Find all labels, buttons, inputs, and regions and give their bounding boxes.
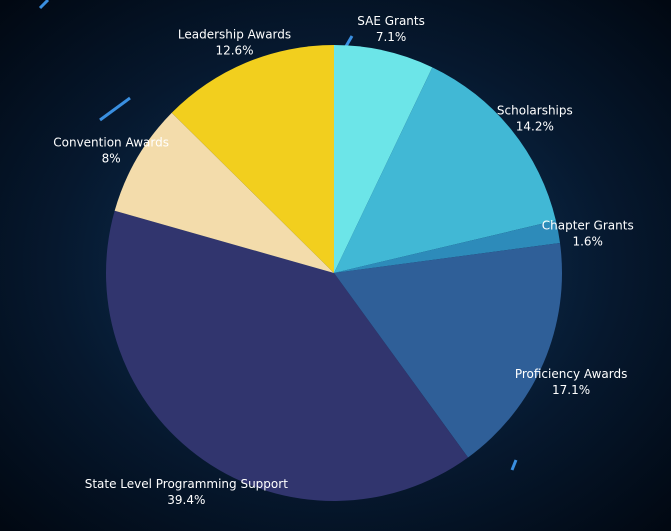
- slice-value-label: 39.4%: [167, 493, 205, 507]
- slice-label: Scholarships: [497, 104, 573, 118]
- pie-slice: [334, 243, 562, 458]
- decoration: [99, 96, 131, 122]
- slice-value-label: 7.1%: [376, 30, 407, 44]
- slice-label: Proficiency Awards: [515, 367, 628, 381]
- slice-label: State Level Programming Support: [85, 477, 288, 491]
- pie-slice: [114, 112, 335, 273]
- slice-value-label: 14.2%: [516, 120, 554, 134]
- pie-slice: [334, 45, 433, 273]
- pie: [105, 45, 562, 501]
- slice-value-label: 1.6%: [572, 235, 603, 249]
- pie-slice: [171, 45, 334, 273]
- slice-value-label: 12.6%: [215, 43, 253, 57]
- labels: SAE Grants 7.1% Scholarships 14.2% Chapter G…: [53, 14, 633, 507]
- decoration: [510, 459, 518, 471]
- decoration: [38, 0, 50, 10]
- slice-label: Convention Awards: [53, 136, 169, 150]
- slice-value-label: 17.1%: [552, 383, 590, 397]
- slice-value-label: 8%: [102, 152, 121, 166]
- slice-label: Leadership Awards: [178, 27, 291, 41]
- slice-label: Chapter Grants: [542, 219, 634, 233]
- pie-slice: [334, 220, 561, 273]
- slice-label: SAE Grants: [357, 14, 425, 28]
- pie-slice: [334, 67, 556, 274]
- pie-slice: [105, 210, 469, 501]
